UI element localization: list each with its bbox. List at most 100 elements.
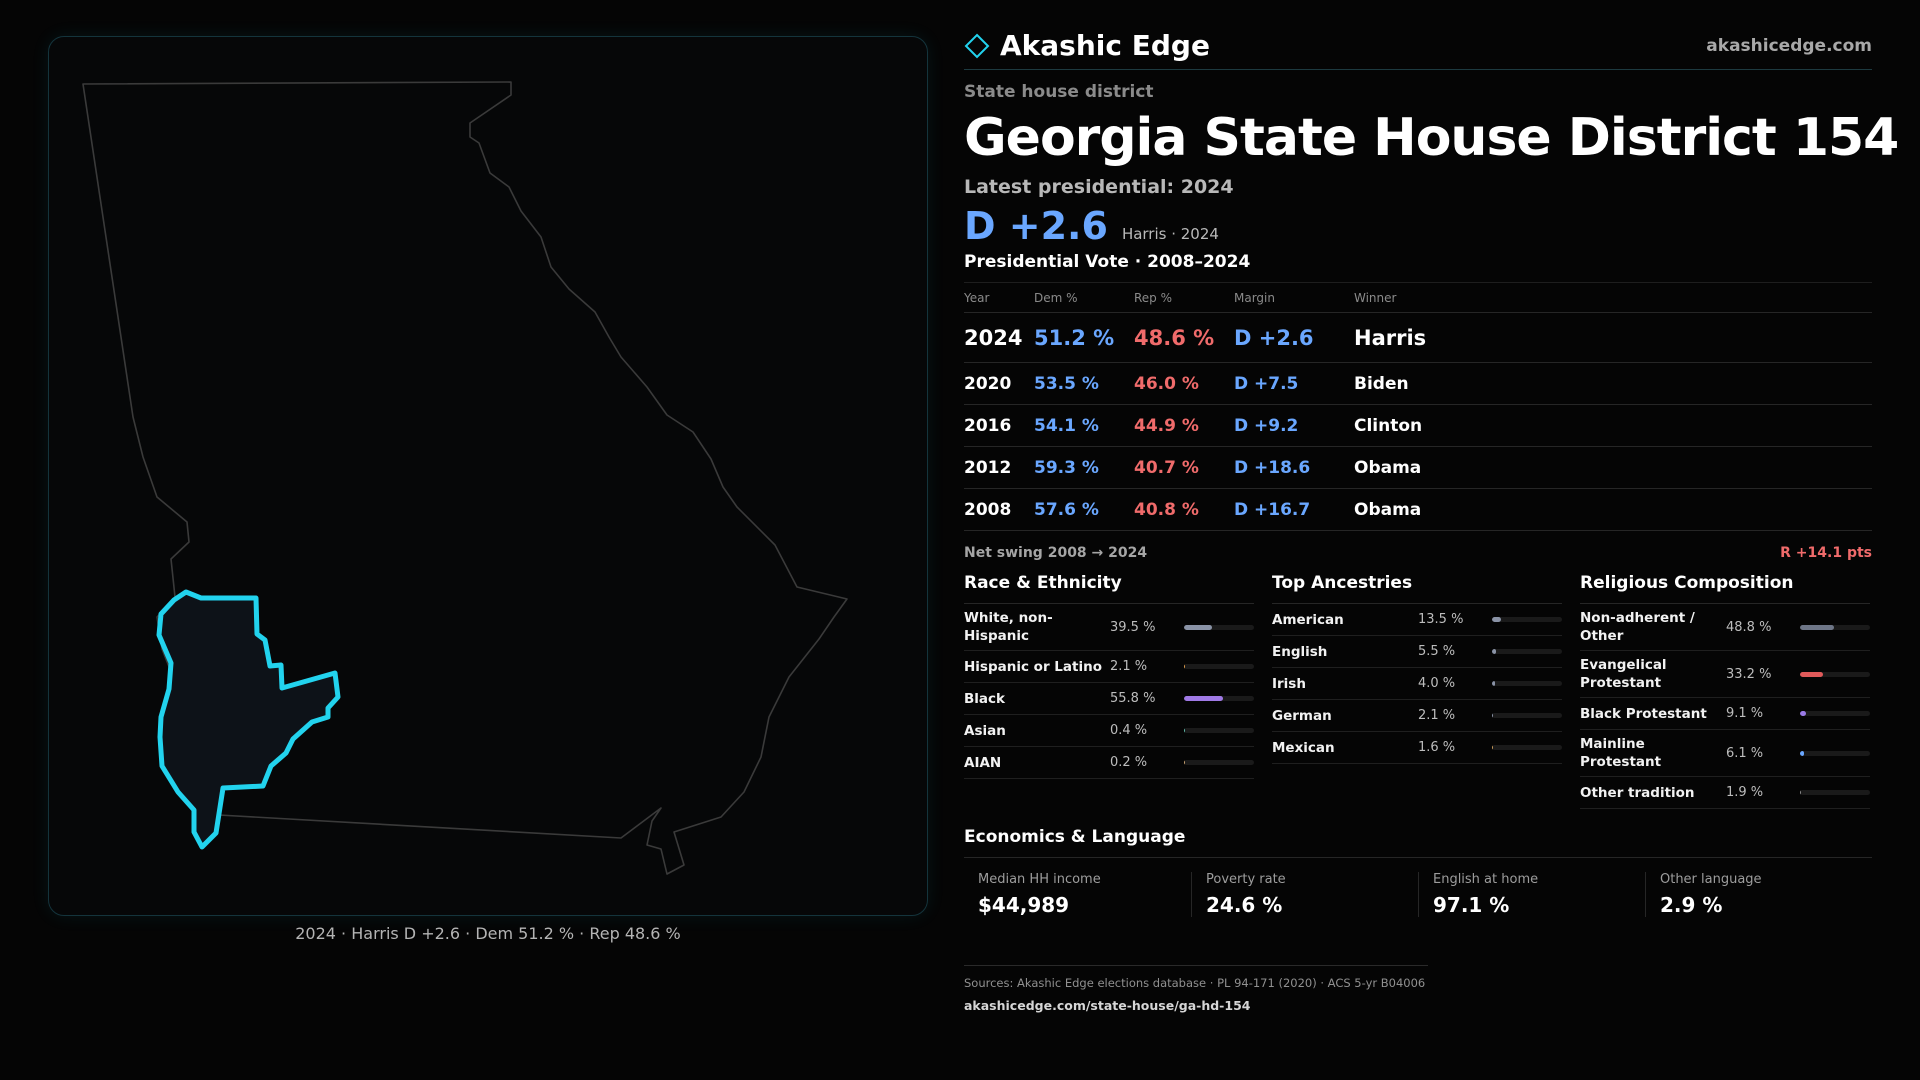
- econ-value: 24.6 %: [1205, 893, 1283, 917]
- econ-card-english: English at home 97.1 %: [1417, 872, 1645, 917]
- cell-rep: 46.0 %: [1134, 373, 1199, 394]
- cell-year: 2016: [964, 415, 1012, 436]
- cell-year: 2020: [964, 373, 1012, 394]
- cell-winner: Clinton: [1354, 415, 1423, 436]
- demo-row: Hispanic or Latino 2.1 %: [964, 651, 1254, 683]
- column-header-rep: Rep %: [1134, 290, 1173, 305]
- cell-dem: 54.1 %: [1034, 415, 1099, 436]
- column-header-margin: Margin: [1234, 290, 1275, 305]
- demo-value: 0.4 %: [1110, 723, 1148, 738]
- econ-value: $44,989: [978, 893, 1070, 917]
- table-header-row: Year Dem % Rep % Margin Winner: [964, 283, 1872, 313]
- demo-bar: [1492, 745, 1562, 750]
- econ-card-other-language: Other language 2.9 %: [1644, 872, 1872, 917]
- brand-name: Akashic Edge: [1000, 29, 1210, 62]
- demo-bar: [1184, 728, 1254, 733]
- demo-bar: [1184, 760, 1254, 765]
- cell-margin: D +9.2: [1234, 415, 1299, 436]
- brand[interactable]: Akashic Edge: [964, 29, 1210, 62]
- demo-value: 5.5 %: [1418, 644, 1456, 659]
- page-title: Georgia State House District 154: [964, 108, 1899, 168]
- demo-bar: [1800, 711, 1870, 716]
- econ-label: Other language: [1659, 872, 1762, 887]
- net-swing-label: Net swing 2008 → 2024: [964, 545, 1148, 561]
- cell-year: 2024: [964, 325, 1023, 350]
- column-header-year: Year: [964, 290, 990, 305]
- state-outline: [82, 81, 848, 875]
- demo-bar: [1800, 624, 1870, 630]
- demo-row: White, non-Hispanic 39.5 %: [964, 604, 1254, 651]
- econ-card-poverty: Poverty rate 24.6 %: [1190, 872, 1418, 917]
- demo-value: 2.1 %: [1418, 708, 1456, 723]
- religion-section: Religious Composition Non-adherent / Oth…: [1580, 573, 1870, 809]
- demo-row: Asian 0.4 %: [964, 715, 1254, 747]
- net-swing-row: Net swing 2008 → 2024 R +14.1 pts: [964, 545, 1872, 561]
- demo-row: Other tradition 1.9 %: [1580, 777, 1870, 809]
- district-shape[interactable]: [156, 589, 341, 850]
- diamond-outline-icon: [964, 33, 990, 58]
- cell-margin: D +16.7: [1234, 499, 1311, 520]
- race-ethnicity-section: Race & Ethnicity White, non-Hispanic 39.5…: [964, 573, 1254, 809]
- cell-margin: D +7.5: [1234, 373, 1299, 394]
- demo-bar: [1184, 664, 1254, 669]
- table-row: 2020 53.5 % 46.0 % D +7.5 Biden: [964, 363, 1872, 405]
- demo-bar: [1800, 671, 1870, 677]
- brand-bar: Akashic Edge akashicedge.com: [964, 29, 1872, 70]
- column-header-dem: Dem %: [1034, 290, 1078, 305]
- demo-bar: [1492, 681, 1562, 686]
- demo-label: American: [1272, 611, 1344, 628]
- source-url-link[interactable]: akashicedge.com/state-house/ga-hd-154: [964, 998, 1251, 1013]
- sources-text: Sources: Akashic Edge elections database…: [964, 976, 1426, 990]
- demo-bar: [1800, 790, 1870, 795]
- demo-bar-fill: [1184, 624, 1212, 630]
- demo-bar: [1184, 624, 1254, 630]
- cell-winner: Harris: [1354, 325, 1427, 350]
- brand-url-link[interactable]: akashicedge.com: [1706, 35, 1872, 56]
- demo-value: 0.2 %: [1110, 755, 1148, 770]
- headline-subtitle: Harris · 2024: [1121, 225, 1219, 243]
- latest-presidential-label: Latest presidential: 2024: [964, 176, 1234, 198]
- demo-value: 55.8 %: [1110, 691, 1156, 706]
- cell-rep: 40.8 %: [1134, 499, 1199, 520]
- demo-value: 1.6 %: [1418, 740, 1456, 755]
- demo-label: Black Protestant: [1580, 705, 1707, 722]
- economics-row: Median HH income $44,989 Poverty rate 24…: [964, 872, 1872, 917]
- demo-bar-fill: [1800, 790, 1802, 795]
- demo-value: 13.5 %: [1418, 612, 1464, 627]
- map-panel: [48, 36, 928, 916]
- cell-rep: 48.6 %: [1134, 325, 1215, 350]
- demo-bar-fill: [1492, 745, 1494, 750]
- map-caption: 2024 · Harris D +2.6 · Dem 51.2 % · Rep …: [295, 924, 681, 943]
- cell-winner: Obama: [1354, 499, 1422, 520]
- cell-margin: D +2.6: [1234, 325, 1314, 350]
- demo-bar-fill: [1492, 713, 1494, 718]
- demo-label: Evangelical Protestant: [1580, 657, 1667, 691]
- demo-label: Non-adherent / Other: [1580, 610, 1695, 644]
- demo-bar-fill: [1184, 728, 1185, 733]
- cell-dem: 53.5 %: [1034, 373, 1099, 394]
- race-ethnicity-title: Race & Ethnicity: [964, 573, 1254, 604]
- demo-row: Mexican 1.6 %: [1272, 732, 1562, 764]
- ancestries-title: Top Ancestries: [1272, 573, 1562, 604]
- demo-value: 33.2 %: [1726, 666, 1772, 682]
- demo-label: Mexican: [1272, 739, 1335, 756]
- demo-label: Irish: [1272, 675, 1306, 692]
- demo-bar: [1800, 750, 1870, 756]
- demo-row: Mainline Protestant 6.1 %: [1580, 730, 1870, 777]
- demo-row: Irish 4.0 %: [1272, 668, 1562, 700]
- cell-margin: D +18.6: [1234, 457, 1311, 478]
- vote-table-title: Presidential Vote · 2008–2024: [964, 252, 1251, 272]
- demo-row: German 2.1 %: [1272, 700, 1562, 732]
- demo-bar: [1492, 713, 1562, 718]
- demo-row: AIAN 0.2 %: [964, 747, 1254, 779]
- demo-bar: [1492, 617, 1562, 622]
- demo-row: Non-adherent / Other 48.8 %: [1580, 604, 1870, 651]
- econ-value: 2.9 %: [1659, 893, 1723, 917]
- headline-margin-row: D +2.6 Harris · 2024: [964, 204, 1872, 248]
- demo-bar-fill: [1492, 649, 1496, 654]
- demo-value: 1.9 %: [1726, 785, 1764, 800]
- ancestries-section: Top Ancestries American 13.5 % English 5.5 …: [1272, 573, 1562, 809]
- demo-label: Black: [964, 690, 1006, 707]
- demo-bar-fill: [1800, 624, 1835, 630]
- cell-year: 2012: [964, 457, 1012, 478]
